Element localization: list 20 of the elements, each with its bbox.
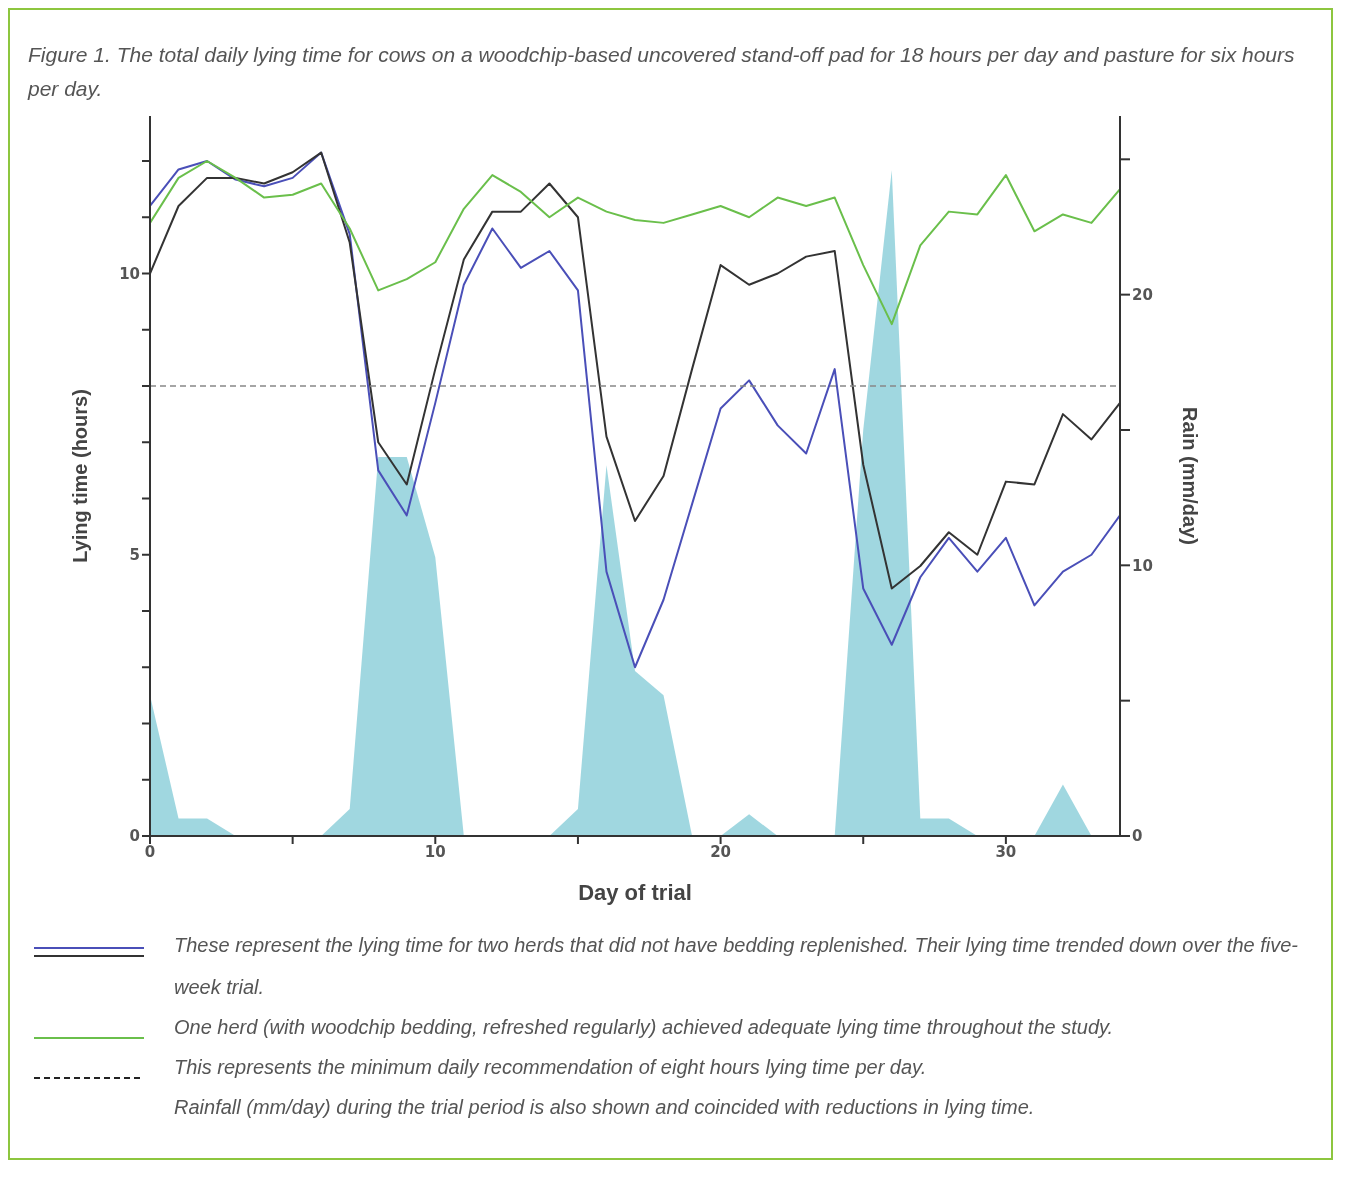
text: This represents the minimum daily recommendation of eight hours lying time per day. — [174, 1055, 928, 1080]
y-tick-label: 5 — [129, 546, 140, 565]
page-frame: Figure 1. The total daily lying time for cows on a woodchip-based uncovered stand-off pad for 18 hours per day and pasture for six hours per day. 0 10 20 30 Day of trial 0 5 10 Lying time (hours) 0 10 20 Rain (mm/day) These represent the lying time for two herds that did not have bedding replenished. Their lying time trended down over the five-week trial. One herd (with woodchip bedding, refreshed regularly) achieved adequate lying time throughout the study. This represents the minimum daily recommendation of eight hours lying time per day. Rainfall (mm/day) during the trial period is also shown and coincided with reductions in lying time. — [8, 8, 1333, 1160]
chart-title: Figure 1. The total daily lying time for cows on a woodchip-based uncovered stand-off pad for 18 hours per day and pasture for six hours per day. — [26, 42, 1296, 102]
x-tick-label: 0 — [144, 842, 156, 861]
y2-tick-label: 20 — [1132, 285, 1153, 304]
x-tick-label: 10 — [424, 842, 446, 861]
x-tick-label: 30 — [995, 842, 1017, 861]
text: Rainfall (mm/day) during the trial period is also shown and coincided with reductions in lying time. — [174, 1095, 1036, 1120]
y-axis-title: Lying time (hours) — [69, 389, 92, 563]
line-series — [150, 160, 1120, 326]
y-tick-label: 0 — [129, 827, 140, 846]
y2-tick-label: 10 — [1132, 556, 1153, 575]
text: These represent the lying time for two herds that did not have bedding replenished. Their lying time trended down over the five-week trial. — [174, 933, 1299, 1000]
y-tick-label: 10 — [119, 264, 140, 283]
x-tick-label: 20 — [710, 842, 732, 861]
y2-tick-label: 0 — [1132, 827, 1143, 846]
x-axis-title: Day of trial — [578, 880, 692, 905]
y2-axis-title: Rain (mm/day) — [1178, 407, 1201, 545]
text: One herd (with woodchip bedding, refreshed regularly) achieved adequate lying time throughout the study. — [174, 1015, 1115, 1040]
